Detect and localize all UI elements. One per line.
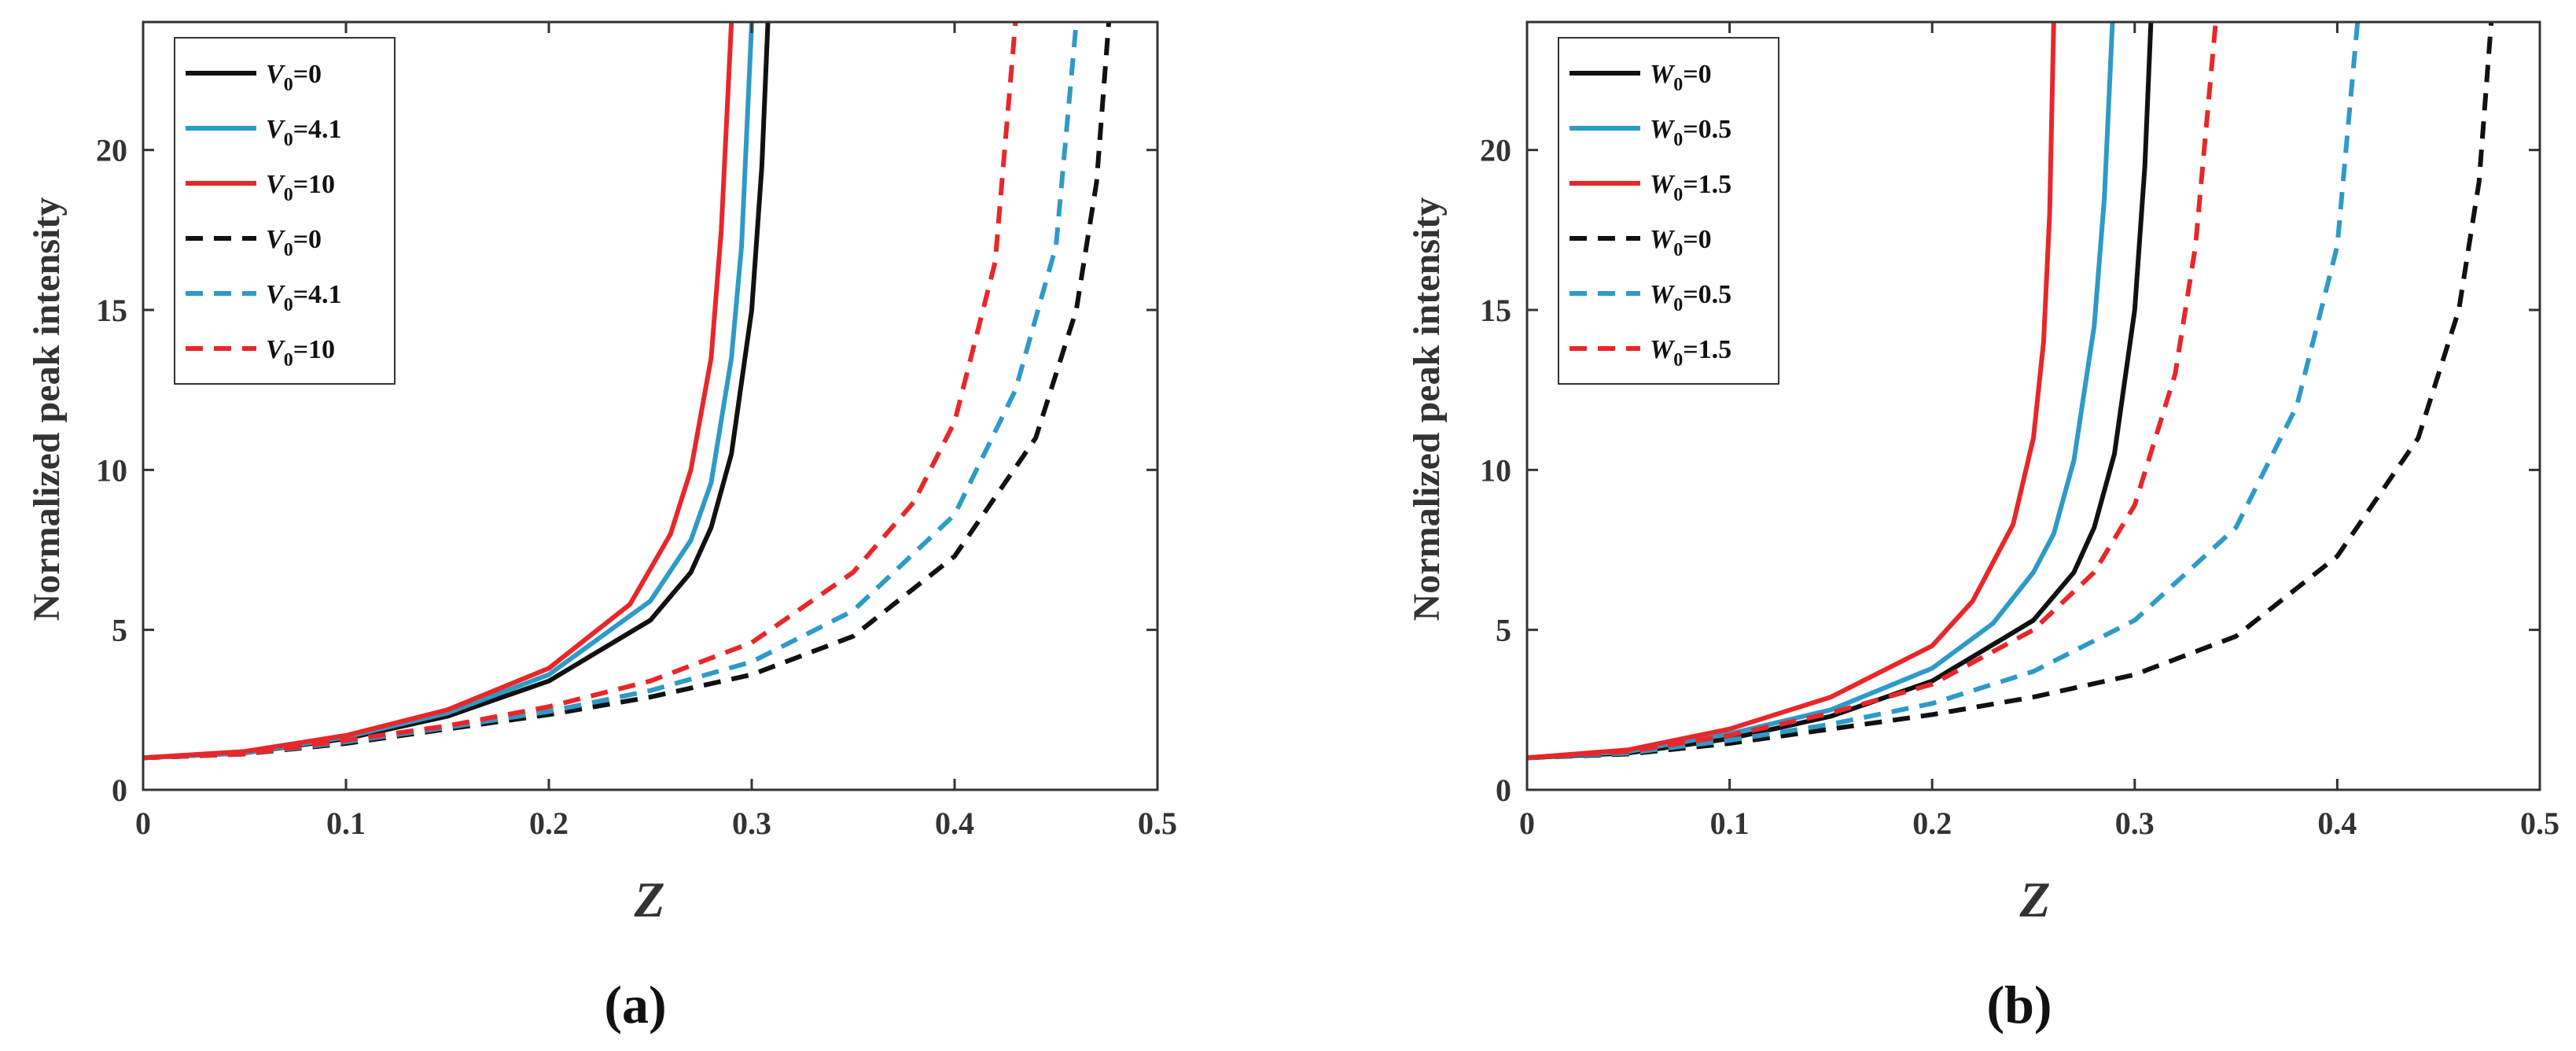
legend-entry: V0=10 [266, 335, 335, 371]
y-tick-label: 0 [112, 773, 127, 808]
legend-entry: W0=1.5 [1650, 335, 1731, 371]
y-axis-label-b: Normalized peak intensity [1406, 197, 1448, 621]
axes-box [142, 20, 1159, 791]
legend-box [174, 37, 396, 385]
series-group [143, 22, 1112, 761]
x-tick-label: 0.1 [1710, 806, 1750, 841]
legend-entry: V0=0 [266, 60, 322, 95]
plot-area-b: 0 0.1 0.2 0.3 0.4 0.5 0 5 10 15 20 W0=0 W0=0.5 W0=1.5… [1480, 20, 2559, 841]
y-tick-label: 0 [1496, 773, 1511, 808]
y-tick-label: 5 [112, 613, 127, 648]
x-tick-label: 0.1 [326, 806, 366, 841]
x-tick-label: 0.3 [732, 806, 771, 841]
y-tick-label: 15 [96, 293, 127, 328]
legend-entry: V0=4.1 [266, 115, 342, 150]
y-tick-label: 5 [1496, 613, 1511, 648]
caption-a: (a) [604, 975, 666, 1034]
x-tick-label: 0.4 [935, 806, 974, 841]
y-tick-label: 15 [1480, 293, 1511, 328]
series-line-6 [143, 22, 1018, 761]
y-axis-label-a: Normalized peak intensity [26, 197, 68, 621]
panel-b: 0 0.1 0.2 0.3 0.4 0.5 0 5 10 15 20 W0=0 W0=0.5 W0=1.5… [1406, 20, 2559, 1034]
plot-area-a: 0 0.1 0.2 0.3 0.4 0.505101520V0=0V0=4.1V0=10V… [96, 20, 1177, 841]
x-tick-label: 0.5 [2520, 806, 2559, 841]
series-line-3 [143, 22, 734, 761]
x-tick-label: 0.2 [1912, 806, 1952, 841]
series-line-4 [1527, 22, 2494, 761]
legend-entry: V0=10 [266, 170, 335, 205]
series-group [1527, 22, 2494, 761]
y-tick-label: 10 [96, 452, 127, 488]
x-tick-label: 0 [135, 806, 151, 841]
legend-entry: W0=0.5 [1650, 280, 1731, 315]
x-axis-label-b: Z [2018, 872, 2050, 927]
legend-box [1558, 37, 1779, 385]
legend: W0=0 W0=0.5 W0=1.5 W0=0 W0=0.5 W0=1.5 [1558, 37, 1779, 385]
series-line-3 [1527, 22, 2056, 761]
panel-a: 0 0.1 0.2 0.3 0.4 0.505101520V0=0V0=4.1V0=10V… [26, 20, 1177, 1034]
x-axis-label-a: Z [633, 872, 664, 927]
series-line-5 [1527, 22, 2361, 761]
legend-entry: W0=0 [1650, 225, 1712, 260]
legend-entry: W0=1.5 [1650, 170, 1731, 205]
x-tick-label: 0.2 [529, 806, 569, 841]
legend-entry: W0=0.5 [1650, 115, 1731, 150]
legend-entry: V0=4.1 [266, 280, 342, 315]
legend-entry: V0=0 [266, 225, 322, 260]
caption-b: (b) [1986, 975, 2052, 1034]
y-tick-label: 10 [1480, 452, 1511, 488]
axes-box [1525, 20, 2541, 791]
legend: V0=0 V0=4.1 V0=10 V0=0 V0=4.1 V0=10 [174, 37, 396, 385]
y-tick-label: 20 [96, 133, 127, 168]
legend-entry: W0=0 [1650, 60, 1712, 95]
x-tick-label: 0.5 [1138, 806, 1177, 841]
x-tick-label: 0.3 [2115, 806, 2155, 841]
y-tick-label: 20 [1480, 133, 1511, 168]
x-tick-label: 0 [1519, 806, 1535, 841]
x-tick-label: 0.4 [2317, 806, 2357, 841]
